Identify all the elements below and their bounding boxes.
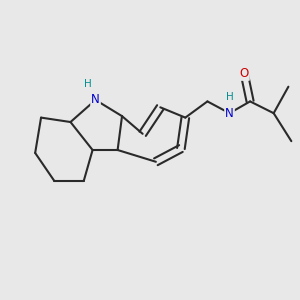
Text: O: O <box>240 67 249 80</box>
Text: N: N <box>225 107 234 120</box>
Text: H: H <box>84 79 92 89</box>
Text: N: N <box>91 93 100 106</box>
Text: H: H <box>226 92 233 102</box>
